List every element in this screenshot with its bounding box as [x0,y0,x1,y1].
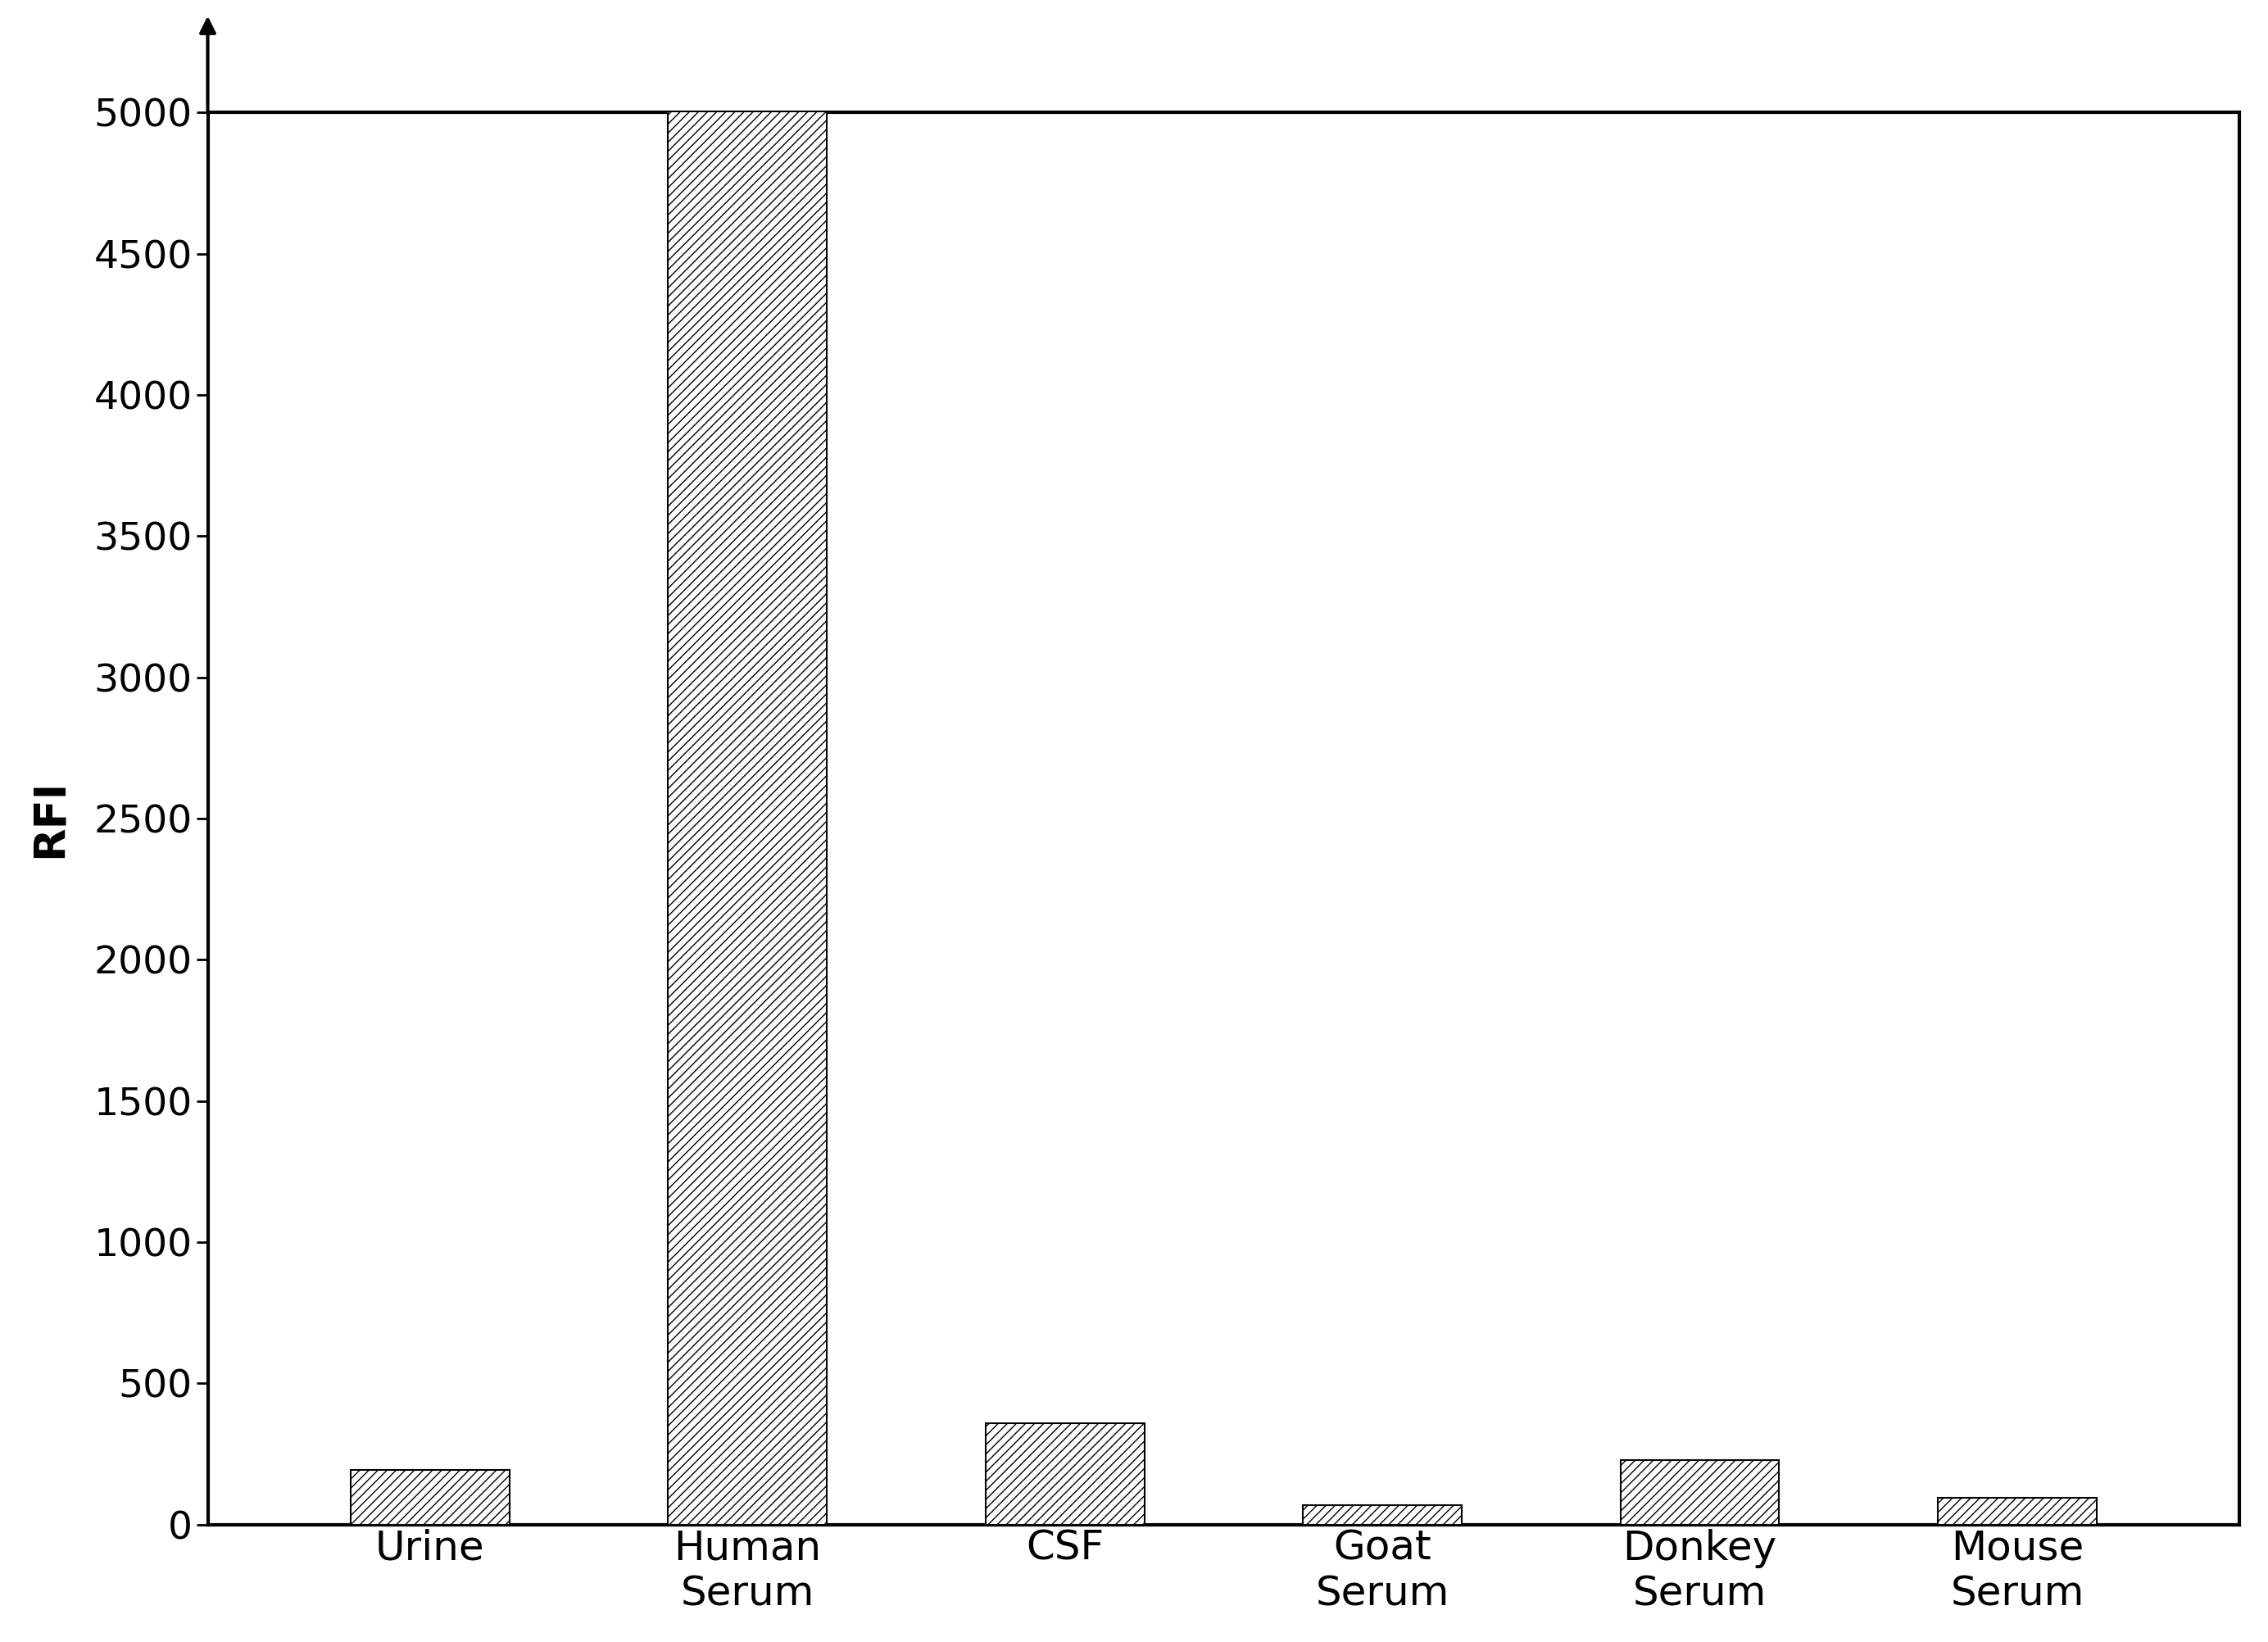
Bar [352,1470,510,1525]
Bar [1937,1498,2096,1525]
Bar [1304,1506,1463,1525]
Bar [1619,1460,1778,1525]
Y-axis label: RFI: RFI [29,780,70,859]
Bar [987,1424,1145,1525]
Bar [669,99,828,1525]
